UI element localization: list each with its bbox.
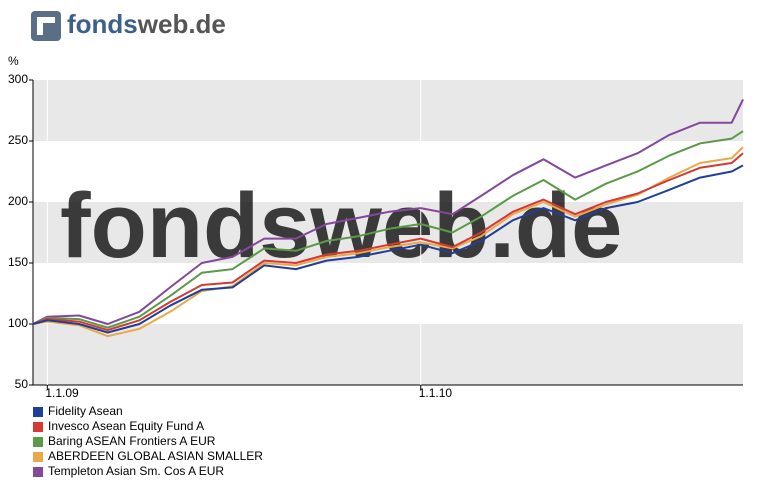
legend-label: Fidelity Asean bbox=[48, 404, 123, 418]
y-tick-label: 250 bbox=[8, 133, 28, 147]
legend-swatch bbox=[33, 467, 43, 477]
y-tick-label: 200 bbox=[8, 194, 28, 208]
legend-swatch bbox=[33, 407, 43, 417]
legend-swatch bbox=[33, 422, 43, 432]
logo-text: fondsweb.de bbox=[67, 9, 226, 39]
series-line bbox=[32, 152, 744, 332]
legend-label: Baring ASEAN Frontiers A EUR bbox=[48, 434, 216, 448]
watermark-suffix: web.de bbox=[309, 175, 622, 277]
watermark: fondsweb.de bbox=[60, 175, 622, 277]
series-line bbox=[32, 130, 744, 329]
legend-swatch bbox=[33, 437, 43, 447]
y-axis-label: % bbox=[8, 54, 19, 68]
y-tick-label: 150 bbox=[8, 255, 28, 269]
y-tick-label: 300 bbox=[8, 72, 28, 86]
series-line bbox=[32, 146, 744, 338]
legend-label: ABERDEEN GLOBAL ASIAN SMALLER bbox=[48, 449, 263, 463]
y-tick-label: 50 bbox=[15, 377, 29, 391]
grid-band bbox=[33, 80, 743, 141]
plot-area: fondsweb.de 50 100 150 200 250 300 1.1.09 1.1.10 bbox=[8, 72, 744, 400]
grid-band bbox=[33, 324, 743, 385]
logo-brand: fonds bbox=[67, 9, 138, 39]
legend-label: Invesco Asean Equity Fund A bbox=[48, 419, 204, 433]
series-line bbox=[32, 164, 744, 334]
logo-icon-core bbox=[43, 23, 55, 35]
x-tick-label: 1.1.09 bbox=[45, 386, 79, 400]
y-tick-label: 100 bbox=[8, 316, 28, 330]
series-line bbox=[32, 99, 744, 325]
legend-label: Templeton Asian Sm. Cos A EUR bbox=[48, 464, 224, 478]
x-tick-label: 1.1.10 bbox=[419, 386, 453, 400]
legend-swatch bbox=[33, 452, 43, 462]
logo: fondsweb.de bbox=[31, 9, 226, 41]
logo-suffix: web.de bbox=[137, 9, 226, 39]
